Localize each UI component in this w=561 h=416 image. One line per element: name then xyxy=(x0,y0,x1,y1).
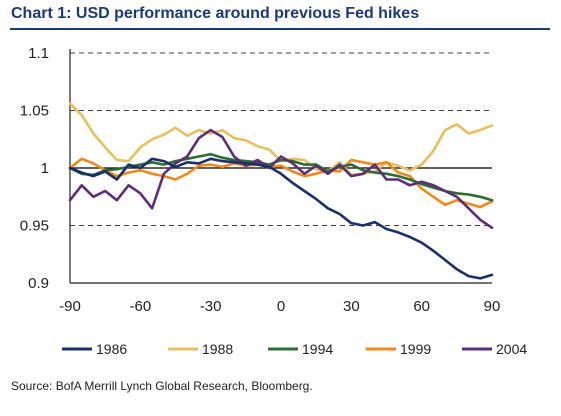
x-tick-label: -60 xyxy=(129,298,151,315)
x-tick-label: 90 xyxy=(484,298,501,315)
x-tick-label: 60 xyxy=(413,298,430,315)
y-tick-label: 1 xyxy=(41,160,49,177)
legend-label-1986: 1986 xyxy=(96,341,127,357)
series-line-1999 xyxy=(68,157,494,209)
series-line-1988 xyxy=(68,102,494,177)
source-note: Source: BofA Merrill Lynch Global Resear… xyxy=(11,379,313,393)
x-tick-label: -90 xyxy=(59,298,81,315)
x-tick-label: -30 xyxy=(200,298,222,315)
series-line-2004 xyxy=(68,128,494,230)
legend-label-1994: 1994 xyxy=(302,341,333,357)
y-tick-label: 1.05 xyxy=(20,103,49,120)
y-tick-label: 1.1 xyxy=(28,45,49,62)
title-rule xyxy=(10,28,550,30)
y-tick-label: 0.95 xyxy=(20,218,49,235)
x-tick-label: 30 xyxy=(343,298,360,315)
series-line-1994 xyxy=(68,152,494,202)
legend-label-2004: 2004 xyxy=(496,341,527,357)
legend-label-1999: 1999 xyxy=(400,341,431,357)
series-line-1986 xyxy=(68,157,494,280)
y-tick-label: 0.9 xyxy=(28,275,49,292)
legend-label-1988: 1988 xyxy=(202,341,233,357)
x-tick-label: 0 xyxy=(277,298,285,315)
chart-title: Chart 1: USD performance around previous… xyxy=(11,5,420,22)
